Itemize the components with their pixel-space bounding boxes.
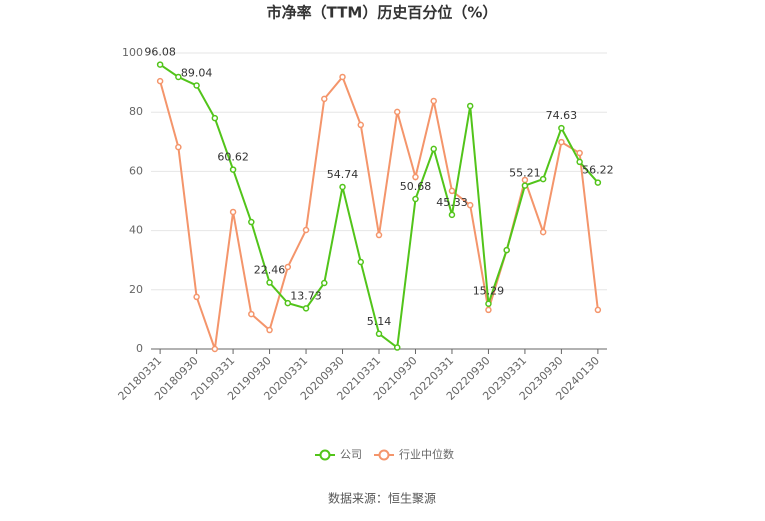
series-line bbox=[159, 63, 599, 350]
data-label: 13.73 bbox=[290, 289, 322, 302]
point bbox=[321, 279, 328, 287]
point bbox=[302, 226, 310, 234]
point bbox=[156, 77, 164, 85]
series-line bbox=[159, 75, 599, 350]
point bbox=[539, 175, 547, 183]
point bbox=[594, 179, 602, 186]
point bbox=[576, 149, 583, 157]
chart-title: 市净率（TTM）历史百分位（%） bbox=[267, 4, 498, 22]
point bbox=[211, 114, 219, 122]
legend-label: 公司 bbox=[340, 448, 362, 461]
data-label: 96.08 bbox=[144, 46, 176, 59]
point bbox=[485, 306, 492, 314]
point bbox=[558, 124, 565, 132]
point bbox=[594, 306, 602, 314]
point bbox=[448, 211, 456, 219]
data-label: 54.74 bbox=[327, 168, 359, 181]
point bbox=[248, 310, 255, 318]
legend-item: 行业中位数 bbox=[374, 447, 454, 461]
point bbox=[412, 195, 419, 203]
y-tick-label: 20 bbox=[129, 283, 143, 296]
data-label: 89.04 bbox=[181, 66, 213, 79]
point bbox=[211, 345, 219, 353]
point bbox=[430, 97, 437, 105]
point bbox=[339, 73, 346, 81]
y-tick-label: 100 bbox=[122, 46, 143, 59]
y-tick-label: 0 bbox=[136, 342, 143, 355]
point bbox=[229, 166, 237, 173]
data-label: 22.46 bbox=[254, 264, 286, 277]
point bbox=[357, 258, 365, 266]
point bbox=[175, 73, 182, 81]
point bbox=[193, 293, 200, 301]
point bbox=[175, 143, 182, 151]
data-label: 56.22 bbox=[582, 164, 614, 177]
point bbox=[576, 158, 583, 166]
data-label: 74.63 bbox=[546, 109, 578, 122]
point bbox=[284, 263, 292, 271]
point bbox=[375, 330, 383, 338]
point bbox=[503, 246, 510, 254]
point bbox=[248, 218, 255, 226]
point bbox=[284, 299, 292, 307]
source: 数据来源：恒生聚源 bbox=[328, 491, 436, 506]
data-label: 60.62 bbox=[217, 151, 249, 164]
legend-item: 公司 bbox=[315, 448, 362, 461]
point bbox=[466, 102, 474, 110]
point bbox=[266, 326, 273, 334]
legend-marker bbox=[378, 449, 390, 461]
legend-marker bbox=[319, 449, 331, 461]
y-tick-label: 80 bbox=[129, 105, 143, 118]
data-label: 50.68 bbox=[400, 180, 432, 193]
data-label: 15.29 bbox=[473, 285, 505, 298]
point bbox=[229, 208, 237, 216]
point bbox=[412, 173, 419, 181]
legend-label: 行业中位数 bbox=[399, 447, 454, 461]
point bbox=[539, 228, 547, 236]
point bbox=[266, 279, 273, 286]
point bbox=[393, 108, 401, 116]
point bbox=[393, 344, 401, 351]
point bbox=[156, 61, 164, 68]
y-tick-label: 40 bbox=[129, 224, 143, 237]
point bbox=[448, 187, 456, 195]
point bbox=[466, 201, 474, 209]
point bbox=[521, 182, 529, 189]
point bbox=[302, 305, 310, 312]
point bbox=[321, 95, 328, 103]
point bbox=[485, 300, 492, 307]
point bbox=[357, 121, 365, 129]
data-label: 5.14 bbox=[367, 315, 392, 328]
point bbox=[430, 145, 437, 153]
data-label: 55.21 bbox=[509, 167, 541, 180]
point bbox=[339, 183, 346, 191]
data-label: 45.33 bbox=[436, 196, 468, 209]
point bbox=[558, 138, 565, 146]
y-tick-label: 60 bbox=[129, 164, 143, 177]
point bbox=[375, 231, 383, 239]
point bbox=[193, 82, 200, 89]
